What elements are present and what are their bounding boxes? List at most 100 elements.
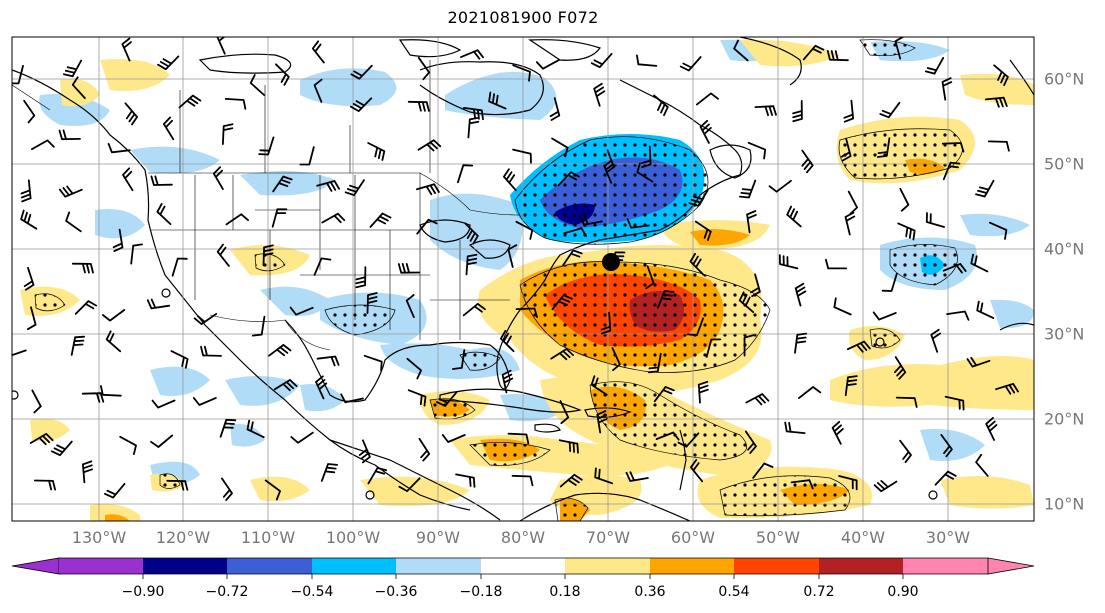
wind-barb	[407, 100, 430, 112]
wind-barb	[559, 400, 570, 425]
lon-label-30w: 30°W	[925, 528, 971, 547]
wind-barb	[647, 352, 662, 374]
wind-barb	[12, 349, 27, 357]
wind-barb	[626, 218, 650, 229]
wind-barb	[460, 49, 484, 60]
lat-label-40n: 40°N	[1044, 239, 1085, 259]
wind-barb	[105, 330, 122, 353]
wind-barb	[942, 263, 967, 274]
wind-barb	[467, 116, 480, 139]
wind-barb	[768, 179, 792, 193]
wind-barb	[107, 143, 131, 154]
wind-barb	[750, 273, 761, 298]
wind-barb	[738, 291, 755, 314]
lon-label-110w: 110°W	[240, 528, 296, 547]
wind-barb	[899, 187, 910, 212]
wind-barb	[825, 258, 848, 270]
wind-barb	[156, 203, 172, 225]
wind-barb	[847, 190, 858, 215]
wind-barb	[984, 96, 1008, 108]
wind-barb	[989, 221, 1008, 240]
wind-barb	[150, 434, 174, 448]
wind-barb	[636, 162, 654, 183]
wind-barb	[221, 477, 233, 501]
wind-barb	[940, 434, 953, 458]
wind-barb	[754, 105, 777, 117]
wind-barb	[694, 220, 712, 241]
wind-barb	[315, 375, 328, 400]
wind-barb	[894, 356, 907, 380]
wind-barb	[397, 263, 421, 274]
lon-label-50w: 50°W	[755, 528, 801, 547]
wind-barb	[636, 54, 658, 67]
wind-barb	[747, 141, 767, 160]
lat-label-30n: 30°N	[1044, 324, 1085, 344]
wind-barb	[844, 375, 858, 397]
wind-barb	[398, 477, 421, 492]
colorbar-label: 0.72	[803, 584, 835, 600]
wind-barb	[65, 211, 82, 233]
wind-barb	[699, 119, 712, 144]
wind-barb	[488, 91, 507, 110]
colorbar-label: −0.54	[290, 584, 334, 600]
wind-barbs	[12, 37, 1019, 501]
wind-barb	[778, 254, 799, 270]
wind-barb	[941, 142, 965, 153]
wind-barb	[23, 266, 35, 291]
wind-barb	[58, 129, 81, 141]
wind-barb	[897, 222, 916, 241]
wind-barb	[299, 146, 315, 166]
wind-barb	[975, 179, 995, 198]
wind-barb	[344, 179, 365, 196]
wind-barb	[515, 307, 538, 318]
colorbar-label: −0.18	[459, 584, 503, 600]
wind-barb	[512, 64, 531, 82]
wind-barb	[826, 50, 849, 62]
wind-barb	[838, 475, 858, 491]
wind-barb	[340, 393, 364, 404]
storm-center-marker	[602, 253, 620, 271]
colorbar-label: 0.90	[887, 584, 919, 600]
wind-barb	[350, 97, 373, 112]
wind-barb	[100, 385, 122, 397]
wind-barb	[503, 168, 517, 192]
wind-barb	[697, 380, 709, 404]
wind-barb	[268, 344, 292, 357]
wind-barb	[452, 349, 466, 370]
colorbar-extend-low	[11, 557, 60, 575]
wind-barb	[163, 116, 175, 141]
wind-barb	[316, 180, 340, 192]
wind-barb	[124, 102, 138, 126]
wind-barb	[558, 439, 579, 454]
wind-barb	[831, 420, 844, 445]
wind-barb	[150, 175, 173, 186]
wind-barb	[941, 77, 953, 101]
wind-barb	[462, 303, 486, 317]
wind-barb	[358, 439, 371, 464]
wind-barb	[794, 282, 807, 307]
wind-barb	[200, 345, 222, 357]
wind-barb	[166, 479, 189, 491]
wind-barb	[551, 137, 569, 158]
wind-barb	[29, 433, 54, 446]
wind-barb	[112, 228, 124, 252]
wind-barb	[363, 354, 383, 372]
wind-barb	[23, 99, 36, 124]
wind-barb	[603, 159, 614, 184]
colorbar-label: −0.72	[205, 584, 249, 600]
wind-barb	[463, 107, 484, 121]
wind-barb	[562, 249, 583, 267]
colorbar-label: 0.54	[718, 584, 750, 600]
wind-barb	[695, 92, 719, 106]
wind-barb	[511, 474, 534, 487]
wind-barb	[146, 298, 171, 310]
lon-label-90w: 90°W	[415, 528, 461, 547]
wind-barb	[512, 148, 532, 164]
wind-barb	[81, 392, 105, 403]
wind-barb	[178, 94, 202, 109]
wind-barb	[930, 328, 941, 353]
wind-barb	[170, 350, 189, 369]
wind-barb	[657, 290, 675, 309]
wind-barb	[320, 463, 338, 482]
wind-barb	[590, 52, 613, 69]
